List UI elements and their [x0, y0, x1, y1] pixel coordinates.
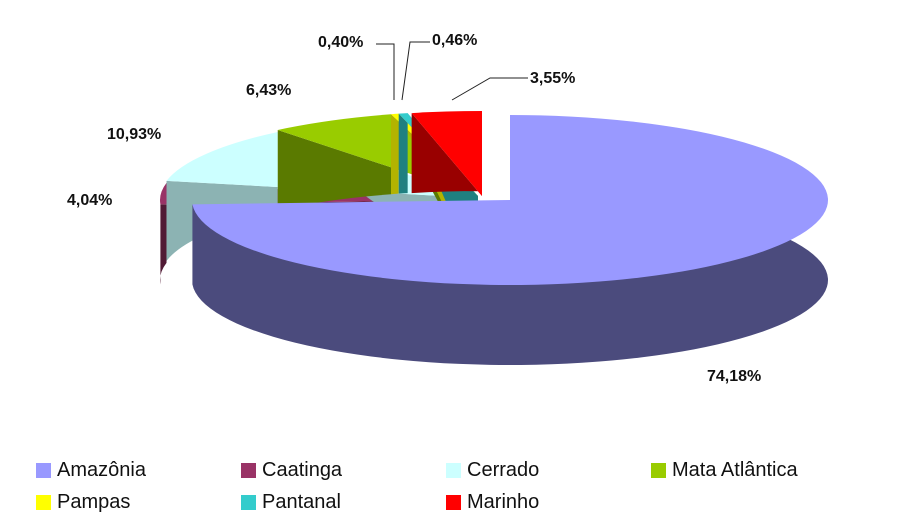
label-marinho: 3,55% — [530, 70, 576, 87]
legend-item-caatinga: Caatinga — [241, 459, 446, 482]
legend-label-marinho: Marinho — [467, 490, 540, 513]
leader-line — [451, 77, 528, 101]
label-pantanal: 0,46% — [432, 32, 478, 49]
legend-row-2: Pampas Pantanal Marinho — [36, 486, 896, 518]
legend-label-amazonia: Amazônia — [57, 458, 146, 481]
pie-chart-svg — [160, 41, 828, 365]
label-caatinga: 4,04% — [67, 192, 113, 209]
swatch-cerrado — [446, 462, 461, 478]
legend-item-pantanal: Pantanal — [241, 491, 446, 514]
legend-row-1: Amazônia Caatinga Cerrado Mata Atlântica — [36, 454, 896, 486]
legend-label-caatinga: Caatinga — [262, 458, 343, 481]
leader-line — [376, 43, 395, 100]
pie-chart: 74,18% 4,04% 10,93% 6,43% 0,40% 0,46% 3,… — [67, 32, 828, 385]
legend-label-cerrado: Cerrado — [467, 458, 540, 481]
legend-item-amazonia: Amazônia — [36, 459, 241, 482]
slice-marinho — [411, 111, 482, 276]
legend-label-mata-atlantica: Mata Atlântica — [672, 458, 798, 481]
swatch-marinho — [446, 494, 461, 510]
swatch-caatinga — [241, 462, 256, 478]
label-cerrado: 10,93% — [107, 126, 162, 143]
label-mata-atlantica: 6,43% — [246, 82, 292, 99]
slice-amaz-nia — [192, 115, 828, 365]
legend-label-pantanal: Pantanal — [262, 490, 341, 513]
legend-label-pampas: Pampas — [57, 490, 131, 513]
label-pampas: 0,40% — [318, 34, 364, 51]
legend-item-cerrado: Cerrado — [446, 459, 651, 482]
swatch-pampas — [36, 494, 51, 510]
legend-item-marinho: Marinho — [446, 491, 651, 514]
legend: Amazônia Caatinga Cerrado Mata Atlântica… — [36, 454, 896, 518]
swatch-amazonia — [36, 462, 51, 478]
swatch-pantanal — [241, 494, 256, 510]
leader-line — [401, 41, 430, 101]
legend-item-mata-atlantica: Mata Atlântica — [651, 459, 881, 482]
swatch-mata-atlantica — [651, 462, 666, 478]
label-amazonia: 74,18% — [707, 368, 762, 385]
legend-item-pampas: Pampas — [36, 491, 241, 514]
